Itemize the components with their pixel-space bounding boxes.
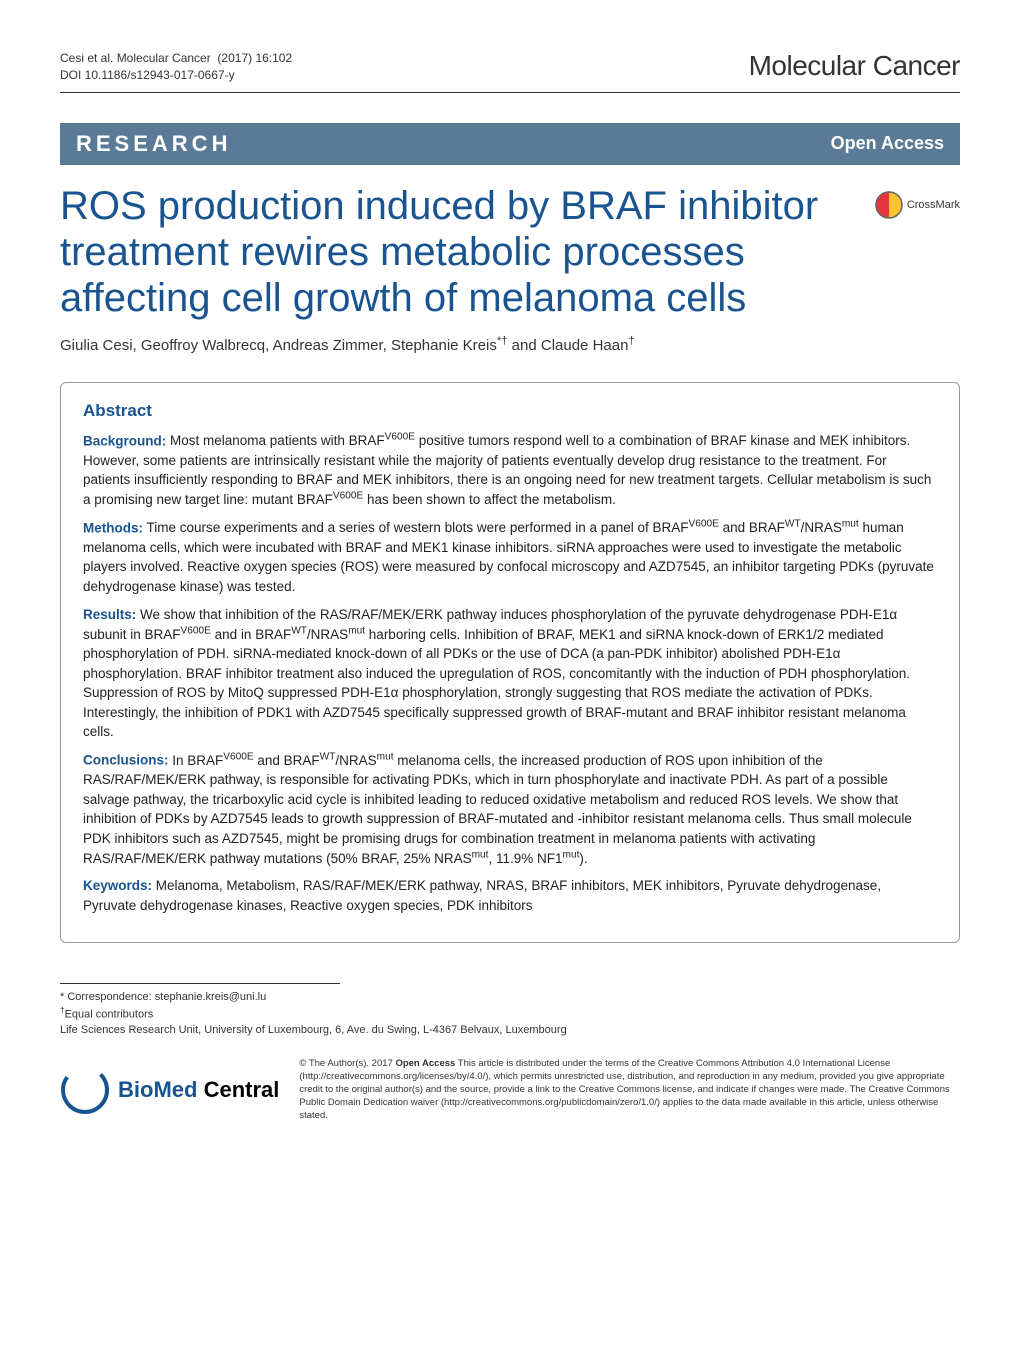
biomed-central: Central xyxy=(197,1077,279,1102)
abstract-methods: Methods: Time course experiments and a s… xyxy=(83,518,937,597)
license-text: © The Author(s). 2017 Open Access This a… xyxy=(299,1058,960,1122)
correspondence-line: * Correspondence: stephanie.kreis@uni.lu xyxy=(60,990,960,1005)
page-header: Cesi et al. Molecular Cancer (2017) 16:1… xyxy=(60,50,960,84)
article-title: ROS production induced by BRAF inhibitor… xyxy=(60,183,855,321)
crossmark-label: CrossMark xyxy=(907,199,960,211)
crossmark-badge[interactable]: CrossMark xyxy=(875,191,960,219)
footer-correspondence: * Correspondence: stephanie.kreis@uni.lu… xyxy=(60,990,960,1039)
citation-year-vol: (2017) 16:102 xyxy=(217,51,292,65)
affiliation-line: Life Sciences Research Unit, University … xyxy=(60,1023,960,1038)
journal-name: Molecular Cancer xyxy=(749,50,960,82)
biomed-logo-icon xyxy=(60,1065,110,1115)
citation-authors: Cesi et al. Molecular Cancer xyxy=(60,51,211,65)
citation-block: Cesi et al. Molecular Cancer (2017) 16:1… xyxy=(60,50,292,84)
footer-bottom: BioMed Central © The Author(s). 2017 Ope… xyxy=(60,1058,960,1122)
title-row: ROS production induced by BRAF inhibitor… xyxy=(60,183,960,335)
equal-contributors-line: †Equal contributors xyxy=(60,1005,960,1023)
abstract-section-text: Melanoma, Metabolism, RAS/RAF/MEK/ERK pa… xyxy=(83,878,881,913)
article-type-bar: RESEARCH Open Access xyxy=(60,123,960,165)
abstract-section-label: Keywords: xyxy=(83,878,152,893)
abstract-box: Abstract Background: Most melanoma patie… xyxy=(60,382,960,943)
abstract-keywords: Keywords: Melanoma, Metabolism, RAS/RAF/… xyxy=(83,876,937,915)
abstract-section-label: Results: xyxy=(83,607,136,622)
biomed-logo-text: BioMed Central xyxy=(118,1077,279,1103)
abstract-results: Results: We show that inhibition of the … xyxy=(83,605,937,742)
abstract-section-text: Time course experiments and a series of … xyxy=(83,520,934,594)
page-container: Cesi et al. Molecular Cancer (2017) 16:1… xyxy=(0,0,1020,1152)
abstract-background: Background: Most melanoma patients with … xyxy=(83,431,937,510)
abstract-section-text: We show that inhibition of the RAS/RAF/M… xyxy=(83,607,910,740)
header-rule xyxy=(60,92,960,93)
doi-text: DOI 10.1186/s12943-017-0667-y xyxy=(60,68,235,82)
crossmark-icon xyxy=(875,191,903,219)
abstract-conclusions: Conclusions: In BRAFV600E and BRAFWT/NRA… xyxy=(83,750,937,868)
abstract-section-text: In BRAFV600E and BRAFWT/NRASmut melanoma… xyxy=(83,753,912,866)
article-type-label: RESEARCH xyxy=(76,131,231,157)
biomed-bio: BioMed xyxy=(118,1077,197,1102)
footer-separator xyxy=(60,983,340,984)
abstract-section-label: Background: xyxy=(83,433,166,448)
authors-line: Giulia Cesi, Geoffroy Walbrecq, Andreas … xyxy=(60,335,960,354)
abstract-heading: Abstract xyxy=(83,401,937,421)
open-access-label: Open Access xyxy=(831,133,944,154)
abstract-section-text: Most melanoma patients with BRAFV600E po… xyxy=(83,433,931,507)
abstract-section-label: Conclusions: xyxy=(83,753,169,768)
abstract-section-label: Methods: xyxy=(83,520,143,535)
biomed-logo: BioMed Central xyxy=(60,1065,279,1115)
